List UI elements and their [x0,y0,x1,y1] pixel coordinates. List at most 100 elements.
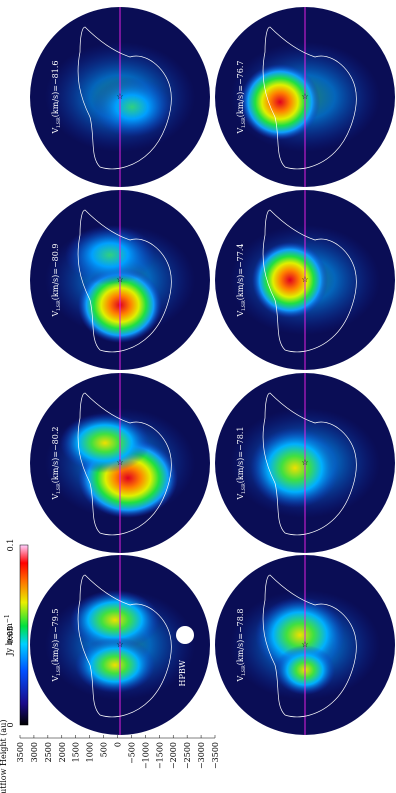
panel-label: VLSR(km/s)=−78.1 [236,427,247,501]
contour [262,574,357,718]
label-subscript: LSR [56,117,62,128]
label-symbol: V [236,494,245,501]
emission [60,413,150,473]
beam [176,626,194,644]
panel-image: ☆ [30,190,210,370]
contour [77,26,172,170]
label-unit: (km/s)= [236,451,245,483]
axis-tick-label: −500 [127,742,136,764]
panel-label: VLSR(km/s)=−81.6 [51,61,62,135]
emission [65,225,155,285]
axis-tick-label: 500 [100,742,109,757]
axis-tick-label: 3000 [30,742,39,762]
label-velocity: −81.6 [51,61,60,86]
colorbar-label-sup: −1 [4,614,11,623]
star: ☆ [301,92,308,101]
axis-title: Outflow Height (au) [0,720,8,793]
panel-label: VLSR(km/s)=−80.2 [51,427,62,501]
label-velocity: −76.7 [236,61,245,86]
panel: ☆ VLSR(km/s)=−79.5 [30,555,210,735]
beam-label: HPBW [178,659,187,686]
panel: ☆ VLSR(km/s)=−78.1 [215,373,395,553]
panel-image: ☆ [215,373,395,553]
colorbar [19,544,29,726]
panel: ☆ VLSR(km/s)=−80.2 [30,373,210,553]
label-velocity: −78.8 [236,609,245,634]
contour [262,209,357,353]
axis-tick-label: −2500 [183,742,192,769]
panel-label: VLSR(km/s)=−80.9 [51,244,62,318]
colorbar-label: Jy beam−1 [4,614,14,656]
axis-tick-label: 3500 [16,742,25,762]
axis-tick-label: −1500 [155,742,164,769]
label-symbol: V [236,128,245,135]
label-unit: (km/s)= [51,633,60,665]
emission [92,77,172,137]
label-velocity: −80.9 [51,244,60,269]
contour [77,392,172,536]
star: ☆ [301,640,308,649]
colorbar-label-text: Jy beam [5,623,14,657]
label-subscript: LSR [241,300,247,311]
axis-tick-label: −1000 [141,742,150,769]
label-unit: (km/s)= [51,85,60,117]
label-velocity: −77.4 [236,244,245,269]
panel-label: VLSR(km/s)=−78.8 [236,609,247,683]
label-unit: (km/s)= [236,633,245,665]
panel-label: VLSR(km/s)=−77.4 [236,244,247,318]
panel: ☆ VLSR(km/s)=−77.4 [215,190,395,370]
star: ☆ [116,640,123,649]
colorbar-tick-label: 0 [6,722,15,727]
label-unit: (km/s)= [51,451,60,483]
panel-image: ☆ [215,555,395,735]
label-symbol: V [236,676,245,683]
label-subscript: LSR [241,483,247,494]
axis-tick-label: 0 [114,742,123,747]
emission [240,64,320,140]
contour [262,26,357,170]
colorbar-tick-label: 0.1 [6,539,15,552]
panel-image: ☆ [215,190,395,370]
panel-image: ☆ [30,555,210,735]
label-velocity: −78.1 [236,427,245,452]
emission [250,428,340,508]
panel: ☆ VLSR(km/s)=−81.6 [30,7,210,187]
axis-tick-label: 1500 [72,742,81,762]
panel-image: ☆ [30,7,210,187]
contour [77,574,172,718]
label-subscript: LSR [56,665,62,676]
panel-image: ☆ [30,373,210,553]
label-symbol: V [51,311,60,318]
axis-tick-label: 1000 [86,742,95,762]
star: ☆ [116,92,123,101]
label-symbol: V [51,676,60,683]
axis-tick-label: 2500 [44,742,53,762]
panel-label: VLSR(km/s)=−79.5 [51,609,62,683]
emission [75,637,155,693]
contour [77,209,172,353]
contour [262,392,357,536]
label-subscript: LSR [241,117,247,128]
label-subscript: LSR [56,483,62,494]
axis-tick-label: −3500 [211,742,220,769]
label-symbol: V [51,494,60,501]
emission [252,242,328,318]
label-subscript: LSR [56,300,62,311]
star: ☆ [116,275,123,284]
panel: ☆ VLSR(km/s)=−76.7 [215,7,395,187]
emission [70,590,160,650]
label-unit: (km/s)= [51,268,60,300]
panel: ☆ VLSR(km/s)=−80.9 [30,190,210,370]
panel-image: ☆ [215,7,395,187]
panel: ☆ VLSR(km/s)=−78.8 [215,555,395,735]
colorbar-tick-label: 0.05 [6,626,15,644]
label-subscript: LSR [241,665,247,676]
label-symbol: V [51,128,60,135]
label-velocity: −80.2 [51,427,60,452]
star: ☆ [116,458,123,467]
label-symbol: V [236,311,245,318]
star: ☆ [301,275,308,284]
axis-tick-label: 2000 [58,742,67,762]
label-unit: (km/s)= [236,85,245,117]
label-unit: (km/s)= [236,268,245,300]
